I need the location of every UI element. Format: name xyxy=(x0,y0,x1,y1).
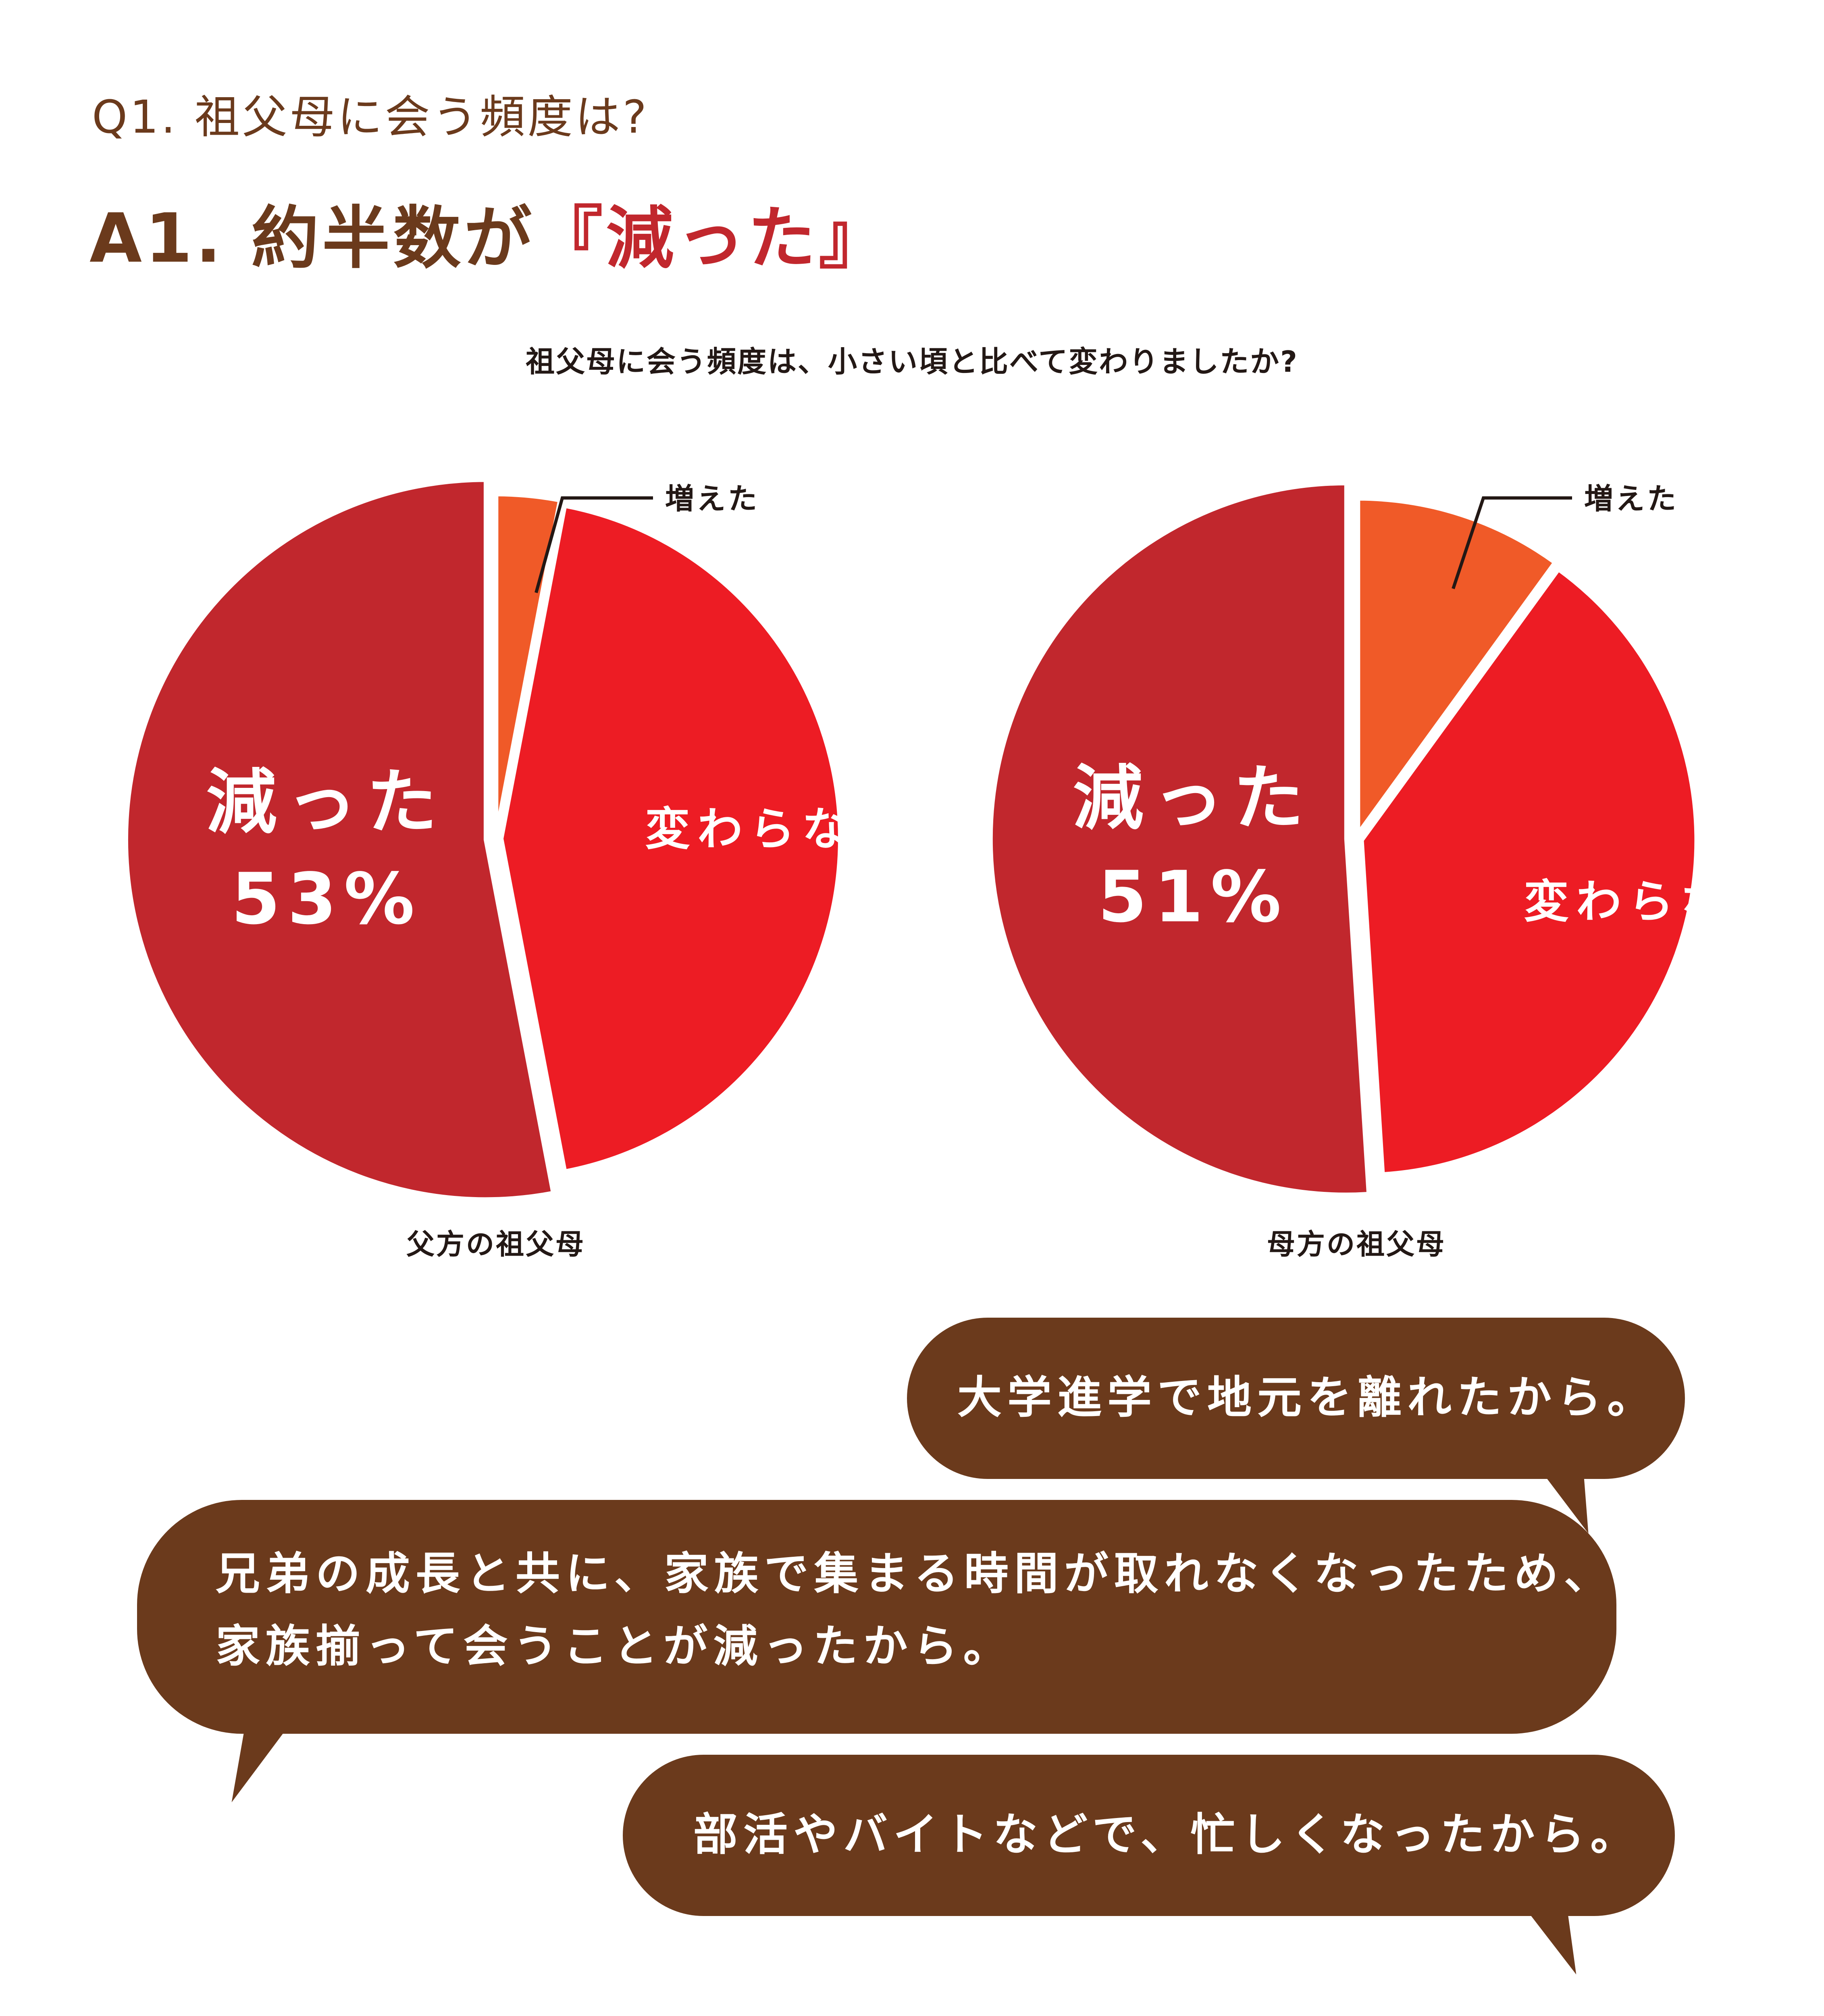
survey-question: 祖父母に会う頻度は、小さい頃と比べて変わりましたか? xyxy=(526,345,1298,379)
pie-2-callout-line xyxy=(1452,496,1572,589)
pie-1-value-decreased: 53% xyxy=(231,858,422,940)
comment-3-line-1: 部活やバイトなどで、忙しくなったから。 xyxy=(693,1809,1641,1860)
comment-bubble-3: 部活やバイトなどで、忙しくなったから。 xyxy=(623,1755,1675,1974)
answer-prefix: A1. 約半数が xyxy=(89,199,535,278)
pie-1-slice-2 xyxy=(499,504,842,1174)
comment-1-line-1: 大学進学で地元を離れたから。 xyxy=(957,1372,1657,1423)
pie-2-value-decreased: 51% xyxy=(1098,856,1289,938)
answer-title: A1. 約半数が『減った』 xyxy=(89,183,890,281)
pie-1-caption: 父方の祖父母 xyxy=(406,1228,585,1261)
pie-1-slice-1 xyxy=(494,492,562,833)
pie-2-label-unchanged: 変わらない xyxy=(1524,876,1786,928)
question-title: Q1. 祖父母に会う頻度は? xyxy=(92,91,649,144)
pie-1-slice-3 xyxy=(124,478,555,1202)
comment-2-line-2: 家族揃って会うことが減ったから。 xyxy=(216,1620,1013,1672)
pie-1-label-increased: 増えた xyxy=(665,482,759,516)
pie-1-label-decreased: 減った xyxy=(206,762,447,843)
bubble-tail-3 xyxy=(1529,1914,1593,1974)
pie-1-label-unchanged: 変わらない xyxy=(645,803,907,856)
pie-2-label-decreased: 減った xyxy=(1073,758,1314,839)
pie-1-callout-line xyxy=(535,496,653,594)
bubble-tail-2 xyxy=(215,1732,285,1802)
comment-2-line-1: 兄弟の成長と共に、家族で集まる時間が取れなくなったため、 xyxy=(216,1548,1614,1599)
pie-2-slice-2 xyxy=(1360,566,1699,1177)
comment-bubble-2: 兄弟の成長と共に、家族で集まる時間が取れなくなったため、 家族揃って会うことが減… xyxy=(137,1500,1616,1802)
pie-2-slice-3 xyxy=(988,481,1371,1197)
pie-2-slice-1 xyxy=(1356,496,1558,840)
pie-2-caption: 母方の祖父母 xyxy=(1267,1228,1446,1261)
answer-highlight: 『減った』 xyxy=(535,199,890,278)
comment-bubble-1: 大学進学で地元を離れたから。 xyxy=(907,1318,1685,1533)
pie-2-label-increased: 増えた xyxy=(1584,482,1678,516)
